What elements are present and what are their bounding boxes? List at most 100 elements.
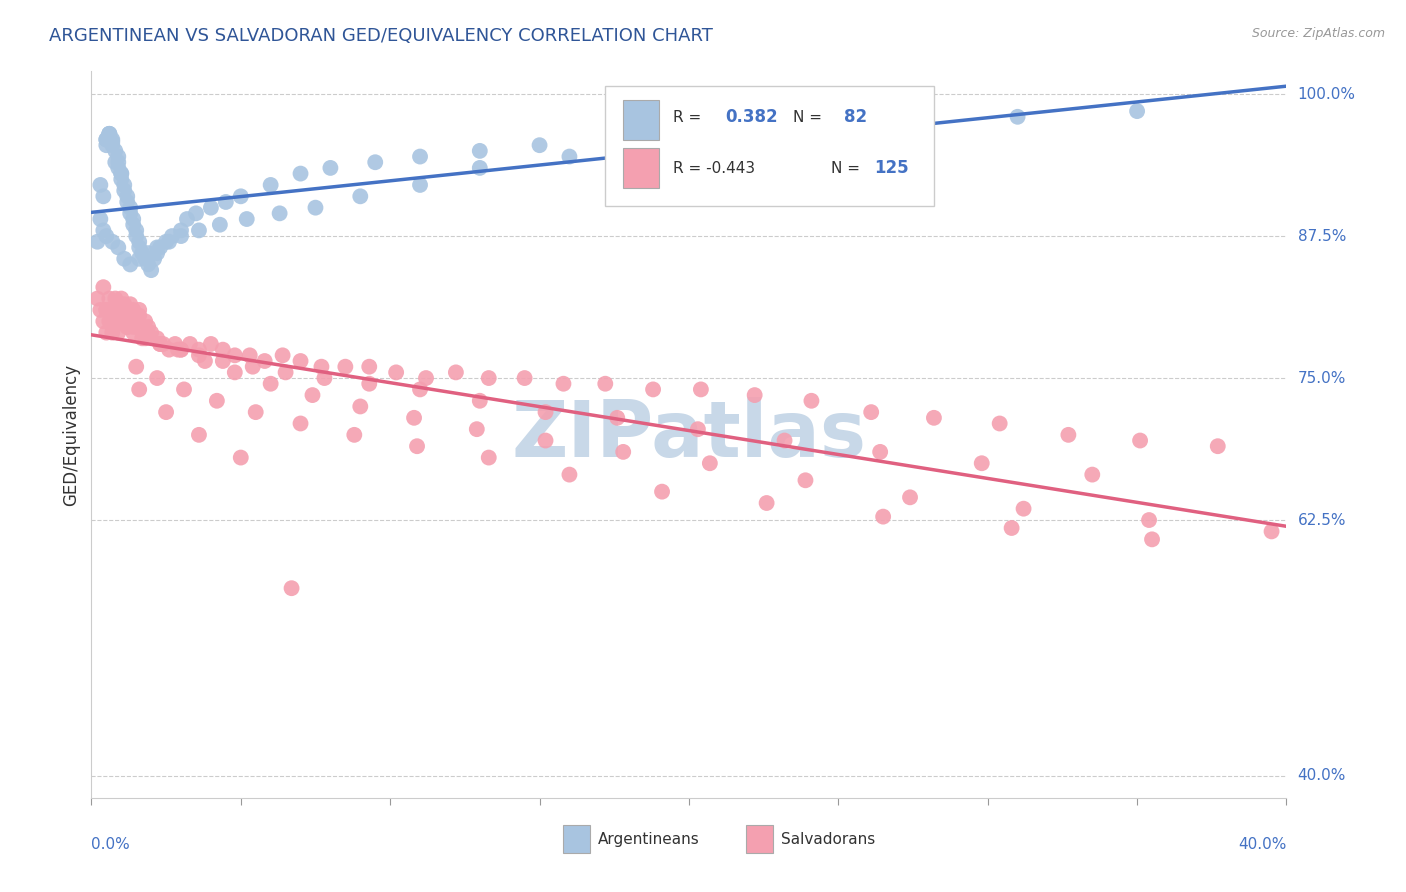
Point bbox=[205, 393, 228, 408]
Point bbox=[872, 509, 894, 524]
Point bbox=[211, 343, 233, 357]
Point bbox=[170, 343, 193, 357]
FancyBboxPatch shape bbox=[623, 148, 659, 187]
Point bbox=[619, 132, 641, 146]
Point bbox=[235, 212, 259, 227]
Point bbox=[364, 155, 387, 169]
Point bbox=[131, 246, 153, 260]
Point bbox=[96, 302, 118, 317]
Point bbox=[122, 212, 145, 227]
Point bbox=[465, 422, 488, 436]
Point bbox=[800, 393, 823, 408]
Point bbox=[131, 326, 153, 340]
Point bbox=[96, 229, 118, 244]
Point bbox=[107, 302, 129, 317]
Point bbox=[699, 456, 721, 470]
Point bbox=[149, 240, 172, 254]
Point bbox=[104, 144, 127, 158]
Point bbox=[93, 280, 115, 294]
Text: 100.0%: 100.0% bbox=[1298, 87, 1355, 102]
Point bbox=[101, 326, 124, 340]
Point bbox=[115, 189, 138, 203]
Point bbox=[125, 223, 148, 237]
Point bbox=[86, 235, 108, 249]
Point bbox=[112, 178, 135, 192]
Point bbox=[110, 309, 132, 323]
Point bbox=[170, 343, 193, 357]
Point bbox=[860, 405, 883, 419]
Point bbox=[122, 218, 145, 232]
FancyBboxPatch shape bbox=[623, 101, 659, 140]
Point bbox=[146, 371, 169, 385]
Point bbox=[112, 184, 135, 198]
Point bbox=[107, 240, 129, 254]
Point bbox=[107, 155, 129, 169]
Y-axis label: GED/Equivalency: GED/Equivalency bbox=[62, 364, 80, 506]
Point bbox=[224, 348, 246, 362]
Point bbox=[86, 292, 108, 306]
Point bbox=[149, 337, 172, 351]
Point bbox=[359, 359, 381, 374]
Point bbox=[120, 201, 142, 215]
Point bbox=[115, 320, 138, 334]
Point bbox=[146, 331, 169, 345]
Point bbox=[1012, 501, 1035, 516]
Point bbox=[104, 155, 127, 169]
Point bbox=[134, 252, 156, 266]
Point bbox=[120, 206, 142, 220]
Point bbox=[176, 212, 198, 227]
Text: 0.0%: 0.0% bbox=[91, 838, 131, 852]
Point bbox=[1260, 524, 1282, 539]
Point bbox=[120, 257, 142, 271]
Point bbox=[120, 297, 142, 311]
Point bbox=[157, 235, 180, 249]
Point bbox=[409, 178, 432, 192]
Text: Source: ZipAtlas.com: Source: ZipAtlas.com bbox=[1251, 27, 1385, 40]
Point bbox=[107, 326, 129, 340]
Point bbox=[194, 354, 217, 368]
Point bbox=[239, 348, 262, 362]
Text: N =: N = bbox=[793, 110, 823, 125]
Point bbox=[200, 337, 222, 351]
Point bbox=[1057, 428, 1080, 442]
Text: R = -0.443: R = -0.443 bbox=[673, 161, 755, 176]
Point bbox=[988, 417, 1011, 431]
Point bbox=[1007, 110, 1029, 124]
Point bbox=[1001, 521, 1024, 535]
Point bbox=[290, 354, 312, 368]
Point bbox=[167, 343, 190, 357]
Point bbox=[146, 246, 169, 260]
Point bbox=[98, 314, 121, 328]
Point bbox=[188, 223, 211, 237]
Point bbox=[136, 320, 159, 334]
Point bbox=[269, 206, 291, 220]
Point bbox=[224, 365, 246, 379]
Point bbox=[534, 405, 557, 419]
Point bbox=[157, 343, 180, 357]
Point bbox=[101, 138, 124, 153]
Point bbox=[110, 292, 132, 306]
Point bbox=[89, 212, 111, 227]
Point bbox=[107, 161, 129, 175]
Point bbox=[259, 178, 281, 192]
Point bbox=[96, 138, 118, 153]
Text: R =: R = bbox=[673, 110, 702, 125]
Point bbox=[96, 326, 118, 340]
Point bbox=[529, 138, 551, 153]
Point bbox=[188, 428, 211, 442]
Point bbox=[280, 581, 302, 595]
Point bbox=[301, 388, 323, 402]
Point bbox=[304, 201, 326, 215]
Point bbox=[128, 235, 150, 249]
Point bbox=[686, 422, 709, 436]
Point bbox=[115, 320, 138, 334]
Point bbox=[163, 337, 186, 351]
Point bbox=[149, 337, 172, 351]
Point bbox=[468, 144, 491, 158]
Point bbox=[553, 376, 575, 391]
Point bbox=[101, 302, 124, 317]
Point bbox=[343, 428, 366, 442]
Point bbox=[125, 359, 148, 374]
Point bbox=[349, 189, 371, 203]
Point bbox=[290, 167, 312, 181]
